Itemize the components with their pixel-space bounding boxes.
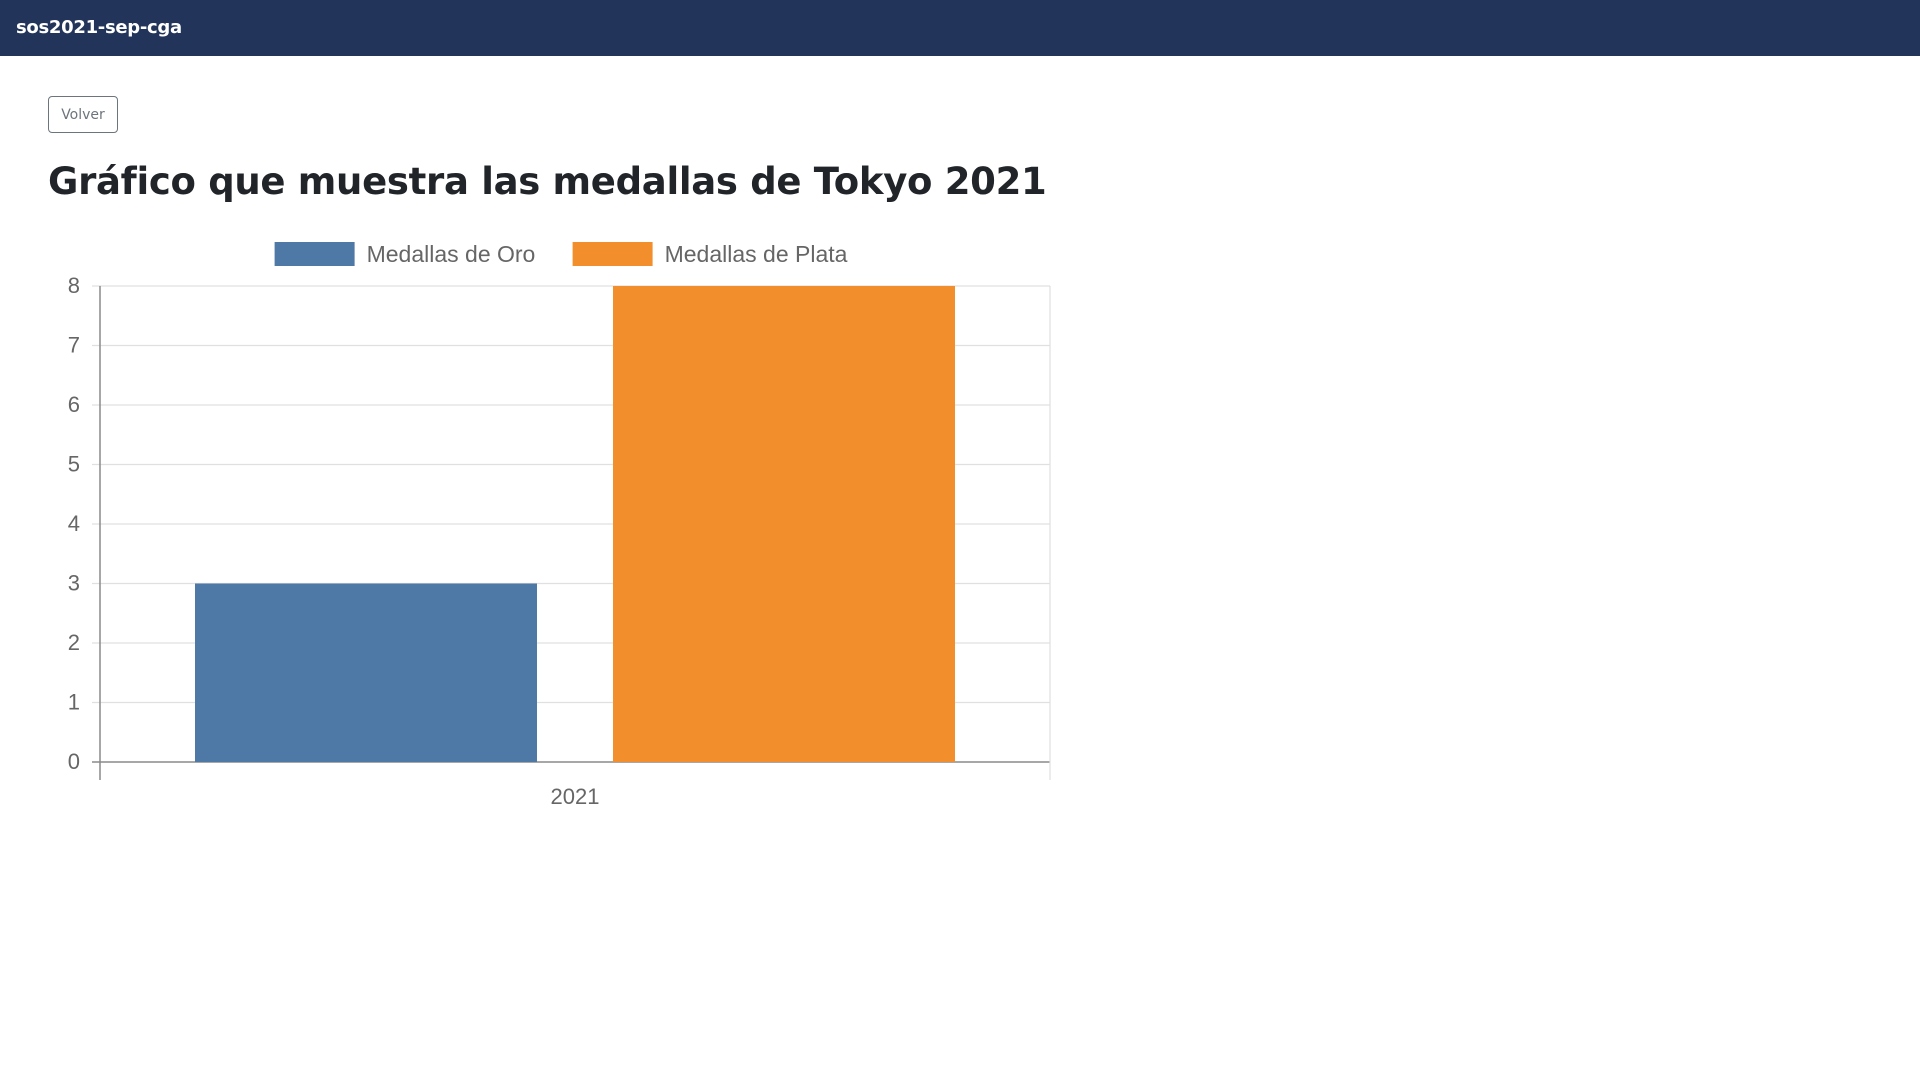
bar-medallas-de-oro	[195, 583, 537, 762]
y-tick-label: 7	[68, 333, 80, 358]
bar-medallas-de-plata	[613, 286, 955, 762]
navbar-brand[interactable]: sos2021-sep-cga	[16, 17, 182, 38]
x-tick-label: 2021	[551, 784, 600, 809]
y-tick-label: 0	[68, 749, 80, 774]
legend-label: Medallas de Plata	[665, 241, 848, 267]
y-tick-label: 3	[68, 571, 80, 596]
y-tick-label: 1	[68, 690, 80, 715]
y-tick-label: 8	[68, 273, 80, 298]
y-tick-label: 6	[68, 392, 80, 417]
y-tick-label: 5	[68, 452, 80, 477]
navbar: sos2021-sep-cga	[0, 0, 1920, 56]
back-button[interactable]: Volver	[48, 96, 118, 133]
legend-swatch	[572, 242, 653, 266]
legend-label: Medallas de Oro	[367, 241, 536, 267]
y-tick-label: 2	[68, 630, 80, 655]
legend-swatch	[274, 242, 355, 266]
y-tick-label: 4	[68, 511, 80, 536]
page-title: Gráfico que muestra las medallas de Toky…	[48, 160, 1047, 203]
